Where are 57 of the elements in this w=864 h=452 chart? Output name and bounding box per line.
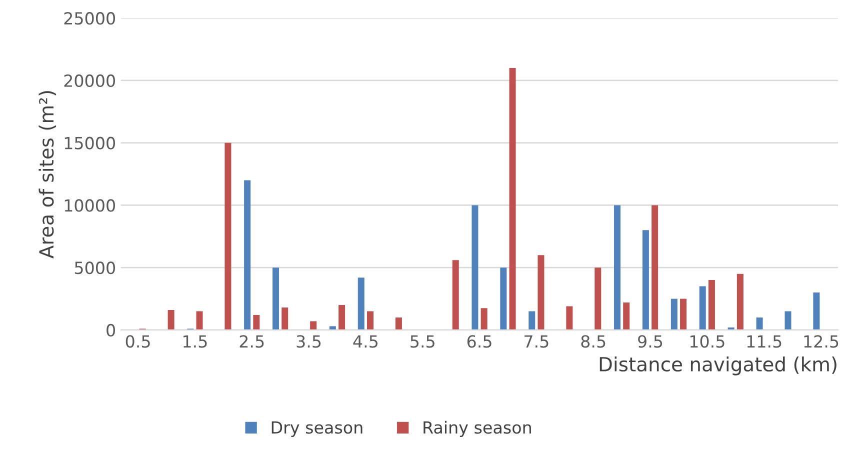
x-tick-label: 4.5 bbox=[353, 335, 378, 348]
bar bbox=[366, 311, 374, 330]
x-tick-label: 3.5 bbox=[296, 335, 321, 348]
bar bbox=[756, 317, 763, 330]
bar bbox=[670, 298, 678, 330]
bar bbox=[272, 268, 280, 330]
bar bbox=[538, 255, 544, 330]
y-tick-label: 0 bbox=[106, 324, 115, 337]
bar bbox=[395, 317, 402, 330]
bar bbox=[813, 292, 820, 330]
x-tick-label: 2.5 bbox=[240, 335, 264, 348]
bar bbox=[699, 286, 706, 330]
bar bbox=[196, 311, 203, 330]
bar bbox=[500, 268, 507, 330]
bar bbox=[642, 230, 649, 330]
bar bbox=[244, 180, 251, 330]
bar bbox=[253, 314, 260, 330]
bar bbox=[168, 310, 174, 330]
bar bbox=[680, 298, 687, 330]
bar bbox=[736, 274, 744, 330]
bar bbox=[528, 311, 536, 330]
legend-label: Rainy season bbox=[424, 420, 531, 437]
bar bbox=[594, 268, 602, 330]
y-tick-label: 25000 bbox=[64, 12, 115, 25]
y-tick-label: 15000 bbox=[64, 136, 115, 150]
x-tick-label: 0.5 bbox=[126, 335, 150, 348]
y-tick-label: 5000 bbox=[74, 262, 115, 274]
bar bbox=[509, 68, 516, 330]
bar bbox=[614, 205, 621, 330]
bar bbox=[452, 260, 459, 330]
x-tick-label: 8.5 bbox=[581, 335, 606, 348]
bar bbox=[224, 142, 232, 330]
bar bbox=[623, 302, 630, 330]
bar bbox=[310, 321, 317, 330]
x-tick-label: 5.5 bbox=[410, 335, 434, 348]
bar bbox=[338, 305, 346, 330]
bar bbox=[472, 205, 478, 330]
bar bbox=[282, 308, 288, 330]
x-tick-label: 9.5 bbox=[638, 335, 662, 348]
y-tick-label: 10000 bbox=[64, 199, 115, 212]
bar bbox=[708, 280, 715, 330]
bar bbox=[480, 308, 488, 330]
x-tick-label: 11.5 bbox=[747, 335, 782, 348]
y-axis-title: Area of sites (m²) bbox=[38, 91, 56, 258]
x-tick-label: 1.5 bbox=[184, 335, 207, 348]
x-tick-label: 12.5 bbox=[804, 335, 838, 348]
bar bbox=[652, 205, 658, 330]
bar bbox=[566, 306, 573, 330]
x-tick-label: 10.5 bbox=[690, 335, 724, 348]
bar bbox=[329, 326, 336, 330]
y-tick-label: 20000 bbox=[64, 74, 115, 88]
bar bbox=[784, 311, 792, 330]
x-axis-title: Distance navigated (km) bbox=[600, 356, 836, 376]
x-tick-label: 6.5 bbox=[467, 335, 492, 348]
x-tick-label: 7.5 bbox=[524, 335, 548, 348]
legend-label: Dry season bbox=[272, 421, 362, 437]
bar bbox=[358, 278, 364, 330]
